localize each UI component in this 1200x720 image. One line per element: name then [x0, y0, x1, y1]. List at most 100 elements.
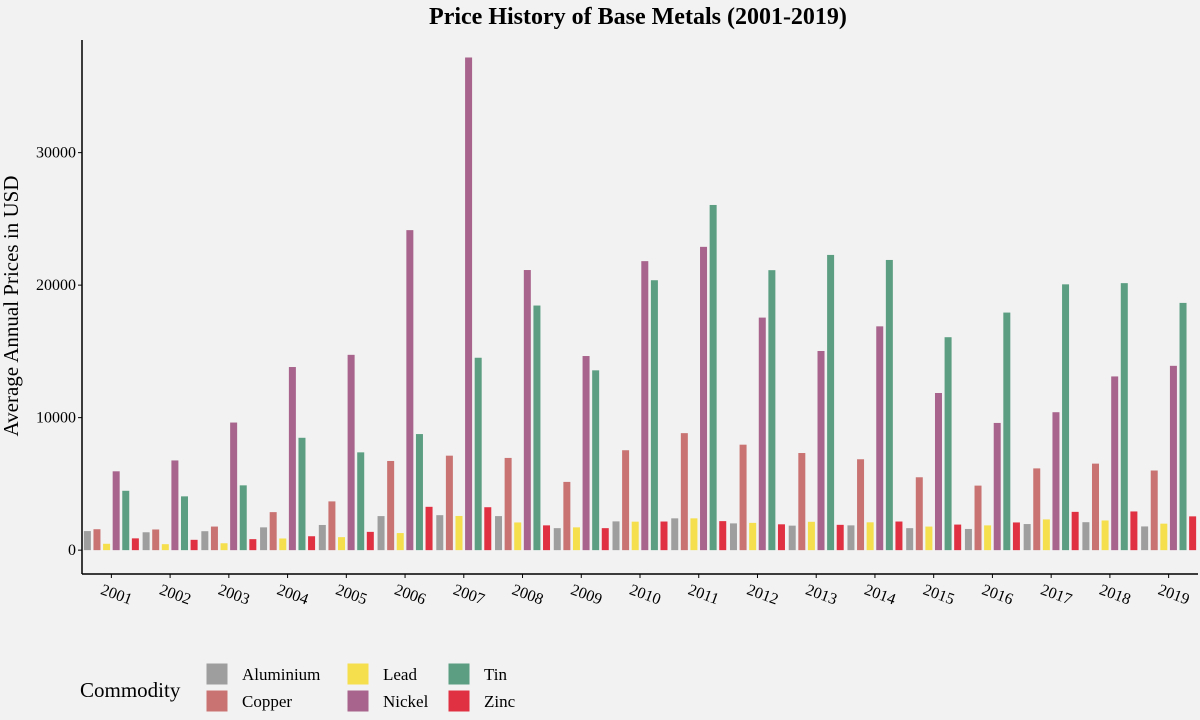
bar-tin-2005: [357, 452, 365, 551]
bar-nickel-2004: [288, 367, 296, 551]
bar-lead-2002: [161, 544, 169, 551]
bar-copper-2003: [210, 526, 218, 551]
bar-group-2012: [729, 270, 785, 551]
bar-lead-2010: [631, 521, 639, 551]
legend-swatch: [205, 662, 229, 686]
bar-lead-2019: [1160, 523, 1168, 551]
x-tick-label: 2003: [216, 582, 252, 609]
bar-group-2016: [964, 312, 1020, 551]
bar-nickel-2009: [582, 356, 590, 551]
x-tick-label: 2014: [862, 582, 898, 609]
bar-group-2008: [495, 270, 551, 551]
plot-area: [83, 57, 1197, 551]
bar-tin-2009: [592, 370, 600, 551]
bar-nickel-2007: [465, 57, 473, 551]
bar-copper-2008: [504, 457, 512, 551]
bar-tin-2001: [122, 490, 130, 551]
bar-copper-2019: [1150, 470, 1158, 551]
bar-zinc-2010: [660, 521, 668, 551]
bar-copper-2009: [563, 481, 571, 551]
bar-zinc-2006: [425, 506, 433, 551]
legend-item-nickel: Nickel: [346, 689, 429, 713]
bar-aluminium-2011: [671, 518, 679, 551]
bar-nickel-2017: [1052, 412, 1060, 551]
legend-swatch: [346, 689, 370, 713]
bar-lead-2004: [279, 538, 287, 551]
bar-zinc-2005: [366, 531, 374, 551]
bar-copper-2010: [622, 450, 630, 551]
bar-zinc-2011: [719, 521, 727, 551]
bar-lead-2006: [396, 533, 404, 551]
legend-swatch: [205, 689, 229, 713]
legend-label: Aluminium: [242, 665, 320, 684]
y-tick-label: 0: [68, 542, 76, 559]
bar-copper-2005: [328, 501, 336, 551]
bar-copper-2001: [93, 529, 101, 551]
legend-item-lead: Lead: [346, 662, 417, 686]
y-tick-label: 30000: [36, 145, 76, 162]
bar-nickel-2002: [171, 460, 179, 551]
bar-copper-2002: [152, 529, 160, 551]
bar-lead-2012: [749, 522, 757, 551]
bar-aluminium-2010: [612, 521, 620, 551]
bar-lead-2009: [572, 527, 580, 551]
x-tick-label: 2006: [392, 582, 428, 609]
bar-tin-2006: [415, 434, 423, 551]
bar-group-2017: [1023, 284, 1079, 551]
bar-zinc-2004: [308, 536, 316, 551]
bar-copper-2004: [269, 512, 277, 551]
bar-tin-2012: [768, 270, 776, 551]
x-tick-label: 2001: [98, 582, 134, 609]
bar-copper-2017: [1033, 468, 1041, 551]
x-axis: 2001 2002 2003 2004 2005 2006 2007 2008 2009 2010…: [82, 573, 1198, 609]
bar-nickel-2014: [876, 326, 884, 551]
bar-lead-2011: [690, 518, 698, 551]
bar-zinc-2012: [777, 524, 785, 551]
legend-title: Commodity: [80, 678, 181, 702]
bar-tin-2017: [1062, 284, 1070, 551]
bar-group-2014: [847, 259, 903, 551]
bar-group-2003: [201, 422, 257, 551]
bar-copper-2011: [680, 433, 688, 551]
legend-label: Nickel: [383, 692, 429, 711]
bar-aluminium-2016: [964, 528, 972, 551]
bar-group-2005: [318, 354, 374, 551]
bar-zinc-2002: [190, 539, 198, 551]
bar-zinc-2003: [249, 539, 257, 551]
bar-lead-2017: [1042, 519, 1050, 551]
x-tick-label: 2011: [686, 582, 721, 609]
bar-tin-2003: [239, 485, 247, 551]
bar-nickel-2005: [347, 354, 355, 551]
bar-group-2011: [671, 204, 727, 551]
bar-group-2019: [1141, 302, 1197, 551]
bar-lead-2008: [514, 522, 522, 551]
bar-aluminium-2014: [847, 525, 855, 551]
bar-aluminium-2006: [377, 516, 385, 551]
legend-item-aluminium: Aluminium: [205, 662, 320, 686]
bar-aluminium-2017: [1023, 524, 1031, 551]
bar-zinc-2009: [601, 528, 609, 551]
x-tick-label: 2005: [333, 582, 369, 609]
x-tick-label: 2015: [921, 582, 957, 609]
legend-swatch: [447, 689, 471, 713]
bar-group-2013: [788, 254, 844, 551]
x-tick-label: 2007: [451, 582, 487, 609]
legend-item-copper: Copper: [205, 689, 292, 713]
bar-nickel-2016: [993, 422, 1001, 551]
bar-aluminium-2002: [142, 532, 150, 551]
legend-label: Lead: [383, 665, 417, 684]
x-tick-label: 2009: [568, 582, 604, 609]
bar-aluminium-2004: [260, 527, 268, 551]
bar-aluminium-2008: [495, 516, 503, 551]
bar-tin-2010: [650, 280, 658, 551]
bar-copper-2016: [974, 485, 982, 551]
x-tick-label: 2016: [979, 582, 1015, 609]
bar-group-2010: [612, 261, 668, 551]
bar-lead-2007: [455, 515, 463, 551]
bar-aluminium-2019: [1141, 526, 1149, 551]
bar-zinc-2016: [1012, 522, 1020, 551]
legend: Commodity Aluminium Copper Lead Nickel Tin Zi…: [80, 662, 516, 713]
bar-lead-2015: [925, 526, 933, 551]
bar-nickel-2013: [817, 350, 825, 551]
